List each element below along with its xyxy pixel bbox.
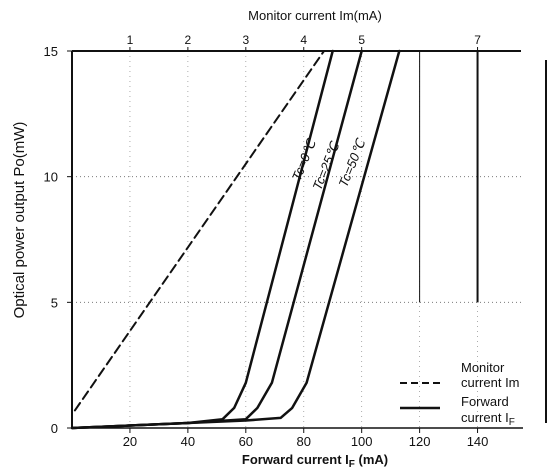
top-tick-label-1: 1 [127,33,134,47]
y-tick-label-0: 0 [51,421,58,436]
x-tick-label-20: 20 [123,434,137,449]
series-line-0 [70,49,334,430]
series-line-3 [73,50,325,412]
top-tick-label-5: 5 [358,33,365,47]
y-axis-title: Optical power output Po(mW) [11,122,28,319]
legend-forward-line2: current IF [461,410,515,428]
x-tick-label-120: 120 [409,434,431,449]
axes [67,47,547,433]
top-tick-label-3: 3 [242,33,249,47]
y-tick-label-5: 5 [51,295,58,310]
legend-forward-line2-sub: F [509,417,515,428]
x-axis-title-sub: F [349,459,355,470]
x-tick-label-40: 40 [181,434,195,449]
top-axis-title: Monitor current Im(mA) [248,8,382,23]
series-line-2 [70,49,401,430]
grid [72,51,521,428]
x-axis-title: Forward current IF (mA) [242,452,388,470]
y-tick-label-10: 10 [44,170,58,185]
x-axis-title-main: Forward current I [242,452,349,467]
x-tick-label-80: 80 [297,434,311,449]
tick-labels: 20 40 60 80 100 120 140 0 5 10 15 1 2 3 4 5 7 [44,33,489,449]
top-tick-label-7: 7 [474,33,481,47]
y-tick-label-15: 15 [44,44,58,59]
legend: Monitor current Im Forward current IF [400,360,520,428]
x-tick-label-60: 60 [239,434,253,449]
series-lines [70,49,401,430]
legend-monitor-line1: Monitor [461,360,505,375]
x-tick-label-140: 140 [467,434,489,449]
top-tick-label-4: 4 [300,33,307,47]
top-tick-label-2: 2 [185,33,192,47]
x-tick-label-100: 100 [351,434,373,449]
legend-forward-line2-main: current I [461,410,509,425]
legend-monitor-line2: current Im [461,375,520,390]
legend-forward-line1: Forward [461,394,509,409]
x-axis-title-unit: (mA) [355,452,388,467]
